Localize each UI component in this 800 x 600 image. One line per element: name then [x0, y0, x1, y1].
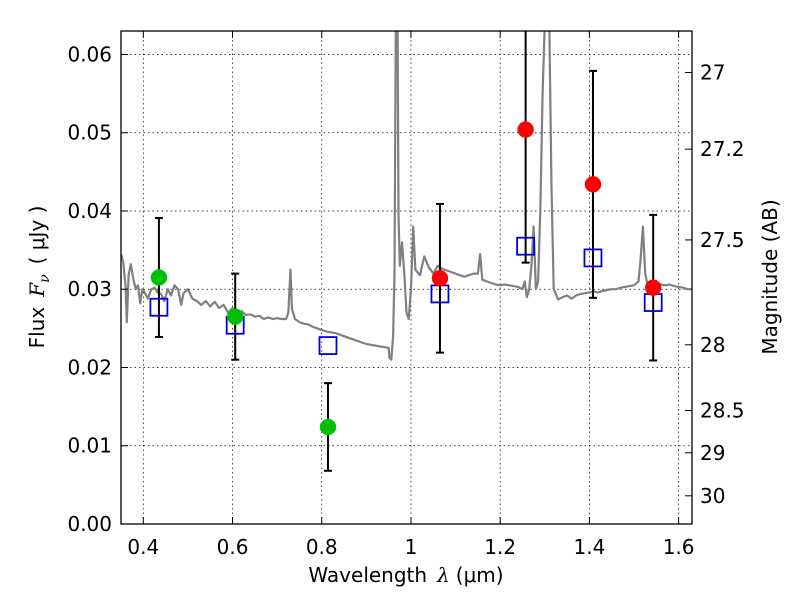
y2-tick-label: 30	[700, 484, 725, 508]
y-tick-labels: 0.00 0.01 0.02 0.03 0.04 0.05 0.06	[67, 42, 112, 536]
x-tick-label: 0.8	[306, 535, 338, 559]
spectrum-layer	[121, 31, 692, 361]
x-tick-label: 1.6	[663, 535, 695, 559]
red-data-point	[431, 270, 449, 287]
red-data-point	[584, 176, 602, 193]
x-tick-labels: 0.4 0.6 0.8 1 1.2 1.4 1.6	[127, 535, 694, 559]
y-tick-label: 0.01	[67, 434, 112, 458]
y-tick-label: 0.06	[67, 42, 112, 66]
y-axis-label-subscript: ν	[37, 274, 53, 283]
y2-tick-label: 27.2	[700, 137, 745, 161]
y2-tick-label: 28	[700, 333, 725, 357]
y-axis-label: Flux Fν ( μJy )	[25, 206, 53, 349]
green-data-point	[319, 418, 337, 436]
x-tick-label: 0.4	[127, 535, 159, 559]
y2-axis-label: Magnitude (AB)	[758, 199, 782, 354]
y2-tick-label: 28.5	[700, 399, 745, 423]
green-data-point	[150, 269, 168, 286]
x-axis-label-symbol: λ	[436, 563, 450, 587]
green-data-point	[226, 308, 244, 325]
x-axis-label-unit: (μm)	[456, 563, 504, 587]
x-tick-label: 1.2	[484, 535, 516, 559]
y-tick-label: 0.04	[67, 199, 112, 223]
spectrum-line	[121, 31, 692, 361]
y-tick-label: 0.02	[67, 355, 112, 379]
model-square-marker	[318, 336, 338, 355]
x-tick-label: 0.6	[217, 535, 249, 559]
x-tick-label: 1	[405, 535, 418, 559]
model-square-marker	[149, 297, 169, 317]
x-tick-label: 1.4	[573, 535, 605, 559]
axis-ticks	[121, 31, 692, 525]
y-tick-label: 0.00	[67, 512, 112, 536]
y-tick-label: 0.03	[67, 277, 112, 301]
y-axis-label-text: Flux	[25, 307, 49, 349]
model-square-marker	[583, 248, 603, 268]
x-axis-label-text: Wavelength	[308, 563, 427, 587]
marker-layer	[149, 121, 663, 436]
red-data-point	[644, 279, 662, 296]
red-data-point	[517, 121, 534, 138]
y-axis-label-unit: ( μJy )	[25, 206, 49, 265]
y2-tick-label: 27	[700, 60, 725, 84]
y2-tick-label: 29	[700, 441, 725, 465]
y2-tick-label: 27.5	[700, 228, 745, 252]
plot-frame	[120, 30, 693, 525]
plot-area	[121, 31, 692, 524]
grid-lines	[121, 31, 692, 525]
model-square-marker	[516, 236, 536, 256]
x-axis-label: Wavelength λ (μm)	[308, 563, 503, 587]
y-tick-label: 0.05	[67, 121, 112, 145]
y-axis-label-symbol: F	[25, 282, 49, 298]
y2-tick-labels: 27 27.2 27.5 28 28.5 29 30	[700, 60, 745, 507]
